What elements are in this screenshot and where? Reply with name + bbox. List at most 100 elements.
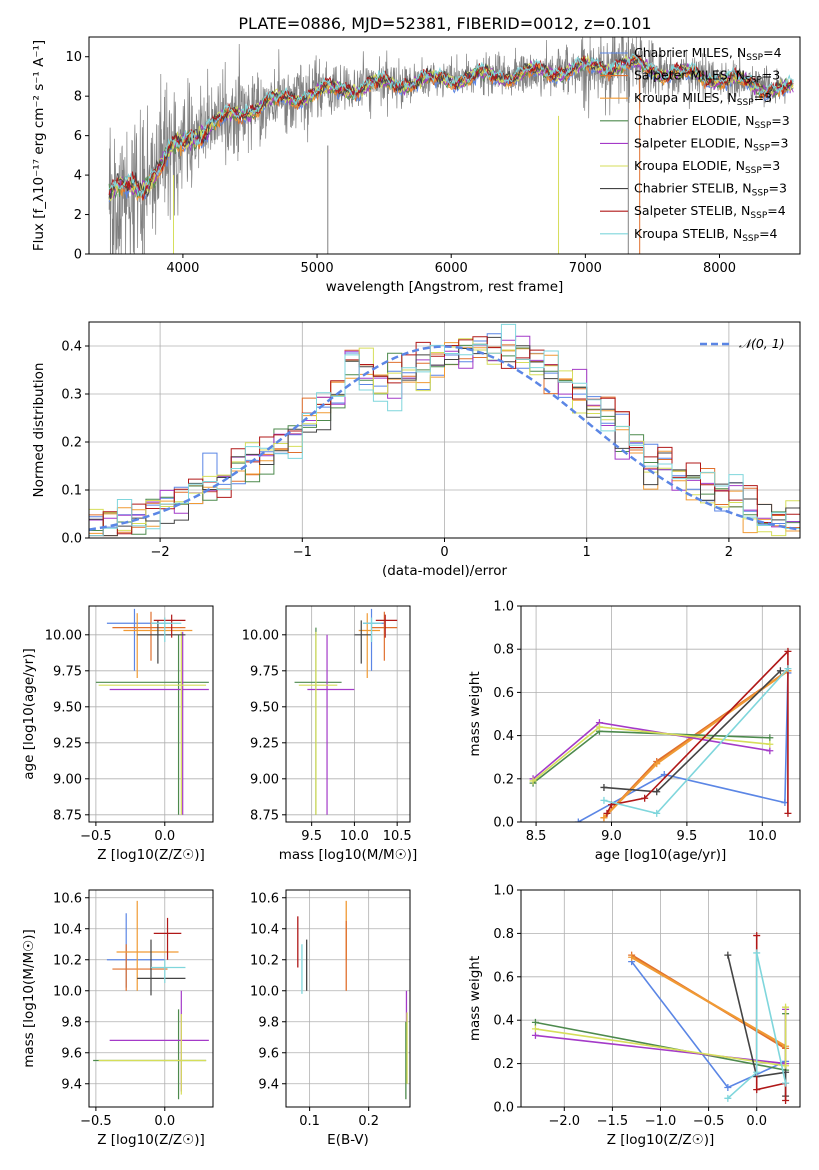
weight-marker-salpeter-stelib [753,932,761,940]
x-axis-label: mass [log10(M/M☉)] [279,847,418,863]
y-tick-label: 9.75 [250,664,279,679]
y-axis-label: mass [log10(M/M☉)] [21,929,37,1068]
legend-value: =4 [767,203,785,218]
axes-frame [88,36,801,255]
weight-marker-kroupa-stelib [784,665,792,673]
y-tick-label: 10.0 [250,984,279,999]
x-tick-label: −0.5 [80,1114,112,1129]
legend-text: Kroupa ELODIE, N [634,158,745,173]
y-tick-label: 10.00 [45,628,82,643]
y-tick-label: 0.2 [493,1057,514,1072]
y-axis-label: Flux [f_λ10⁻¹⁷ erg cm⁻² s⁻¹ A⁻¹] [31,40,47,251]
normal-distribution-curve [89,345,800,531]
x-tick-label: 7000 [569,261,602,276]
weight-marker-kroupa-stelib [653,809,661,817]
axes-frame [285,889,411,1108]
x-tick-label: 5000 [301,261,334,276]
histogram-step-chabrier-stelib [89,336,800,537]
weight-marker-salpeter-stelib [782,1096,790,1104]
weight-marker-kroupa-miles [653,760,661,768]
y-tick-label: 9.00 [53,772,82,787]
x-tick-label: −2 [151,545,170,560]
legend-subscript: SSP [753,143,770,153]
y-tick-label: 9.8 [61,1015,82,1030]
y-tick-label: 0.1 [61,484,82,499]
plot-area [108,37,794,254]
x-tick-label: 4000 [166,261,199,276]
legend-value: =3 [770,135,788,150]
weight-marker-salpeter-stelib [784,647,792,655]
y-tick-label: 0.8 [493,927,514,942]
plot-area [294,608,398,815]
legend-label-salpeter-miles: Salpeter MILES, NSSP=3 [634,68,780,86]
weight-line-chabrier-miles [577,672,789,822]
legend-value: =3 [771,113,789,128]
plot-area [89,323,800,537]
y-tick-label: 9.8 [258,1015,279,1030]
x-axis-label: wavelength [Angstrom, rest frame] [326,279,564,295]
axes-frame [88,321,801,539]
legend-label-kroupa-elodie: Kroupa ELODIE, NSSP=3 [634,158,780,176]
y-tick-label: 0.3 [61,388,82,403]
x-tick-label: 10.5 [383,829,412,844]
axes-frame [88,889,214,1108]
y-tick-label: 9.6 [61,1046,82,1061]
mass-vs-metallicity-plot: −0.5 0.0 9.4 9.6 9.8 10.0 10.2 10.4 10.6 Z [log10… [21,889,214,1148]
spectrum-plot: 4000 5000 6000 7000 8000 0 2 4 6 8 10 wavelength [A… [31,36,801,295]
legend-text: Kroupa MILES, N [634,90,737,105]
weight-marker-chabrier-stelib [653,788,661,796]
legend-label-chabrier-elodie: Chabrier ELODIE, NSSP=3 [634,113,790,131]
weight-marker-kroupa-elodie [531,1025,539,1033]
y-tick-label: 1.0 [493,600,514,615]
plot-area [297,900,408,1100]
legend-label-salpeter-stelib: Salpeter STELIB, NSSP=4 [634,203,786,221]
x-tick-label: −0.5 [693,1114,725,1129]
x-tick-label: −0.5 [80,829,112,844]
y-tick-label: 8.75 [53,808,82,823]
y-tick-label: 0.0 [61,532,82,547]
legend-text: Salpeter ELODIE, N [634,135,753,150]
x-tick-label: 0.2 [358,1114,379,1129]
weight-marker-chabrier-stelib [600,783,608,791]
y-tick-label: 8 [74,90,82,105]
y-tick-label: 10.4 [53,922,82,937]
figure-title: PLATE=0886, MJD=52381, FIBERID=0012, z=0… [238,14,651,33]
y-tick-label: 0.6 [493,686,514,701]
axes-frame [520,889,801,1108]
weight-marker-kroupa-elodie [782,1003,790,1011]
y-tick-label: 10.6 [53,891,82,906]
x-axis-label: Z [log10(Z/Z☉)] [97,847,205,863]
y-tick-label: 9.25 [53,736,82,751]
weight-marker-kroupa-stelib [600,796,608,804]
y-tick-label: 10.2 [250,953,279,968]
legend-text: Kroupa STELIB, N [634,226,742,241]
y-tick-label: 9.4 [258,1077,279,1092]
plot-area [529,647,792,822]
legend-value: =3 [769,181,787,196]
model-spectrum-kroupa-stelib [108,53,794,197]
weight-marker-kroupa-miles [600,814,608,822]
legend-subscript: SSP [737,98,754,108]
y-tick-label: 2 [74,208,82,223]
y-tick-label: 9.4 [61,1077,82,1092]
x-axis-label: (data-model)/error [382,563,508,579]
x-tick-label: 10.0 [340,829,369,844]
x-tick-label: 10.0 [748,829,777,844]
x-tick-label: 0.0 [154,1114,175,1129]
legend-label-chabrier-stelib: Chabrier STELIB, NSSP=3 [634,181,787,199]
legend-value: =3 [762,158,780,173]
weight-marker-salpeter-elodie [531,1031,539,1039]
plot-area [93,900,209,1100]
y-axis-label: age [log10(age/yr)] [21,648,37,780]
weight-marker-chabrier-stelib [776,667,784,675]
legend-text: Chabrier MILES, N [634,45,746,60]
y-tick-label: 0.2 [493,772,514,787]
y-tick-label: 0.0 [493,1101,514,1116]
y-tick-label: 0.0 [493,816,514,831]
y-tick-label: 8.75 [250,808,279,823]
weight-line-chabrier-elodie [532,730,770,784]
axes-frame [285,605,411,823]
y-tick-label: 10.6 [250,891,279,906]
x-tick-label: 1 [583,545,591,560]
